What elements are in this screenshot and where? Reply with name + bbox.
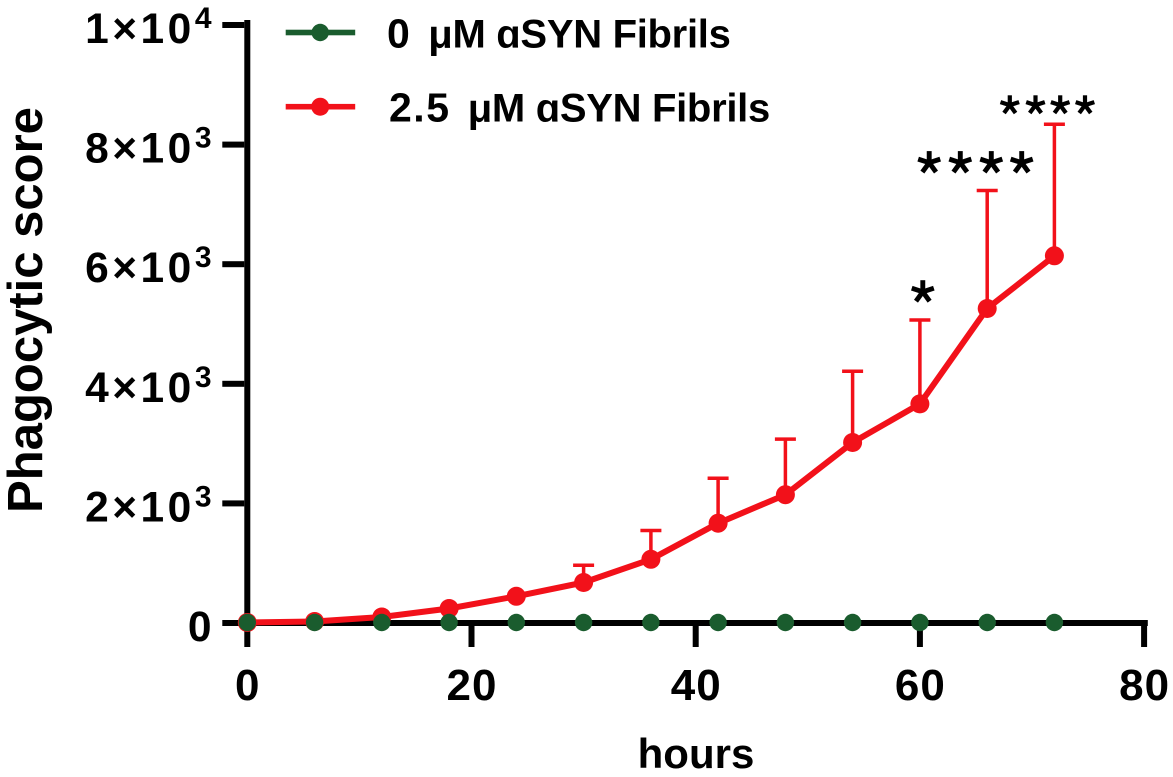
- svg-text:2.5: 2.5: [389, 85, 451, 131]
- svg-text:1×104: 1×104: [85, 2, 215, 53]
- svg-text:2×103: 2×103: [85, 480, 215, 531]
- svg-text:20: 20: [447, 661, 498, 710]
- svg-text:0: 0: [188, 604, 215, 651]
- svg-text:μM ɑSYN Fibrils: μM ɑSYN Fibrils: [428, 12, 730, 56]
- svg-text:hours: hours: [638, 730, 755, 777]
- svg-text:4×103: 4×103: [85, 361, 215, 412]
- svg-text:0: 0: [387, 10, 410, 56]
- svg-text:60: 60: [895, 661, 946, 710]
- svg-text:8×103: 8×103: [85, 122, 215, 173]
- svg-text:Phagocytic score: Phagocytic score: [0, 107, 53, 513]
- svg-text:80: 80: [1119, 661, 1170, 710]
- svg-text:0: 0: [235, 661, 260, 710]
- svg-text:40: 40: [671, 661, 722, 710]
- svg-text:6×103: 6×103: [85, 241, 215, 292]
- svg-text:μM ɑSYN Fibrils: μM ɑSYN Fibrils: [468, 87, 770, 131]
